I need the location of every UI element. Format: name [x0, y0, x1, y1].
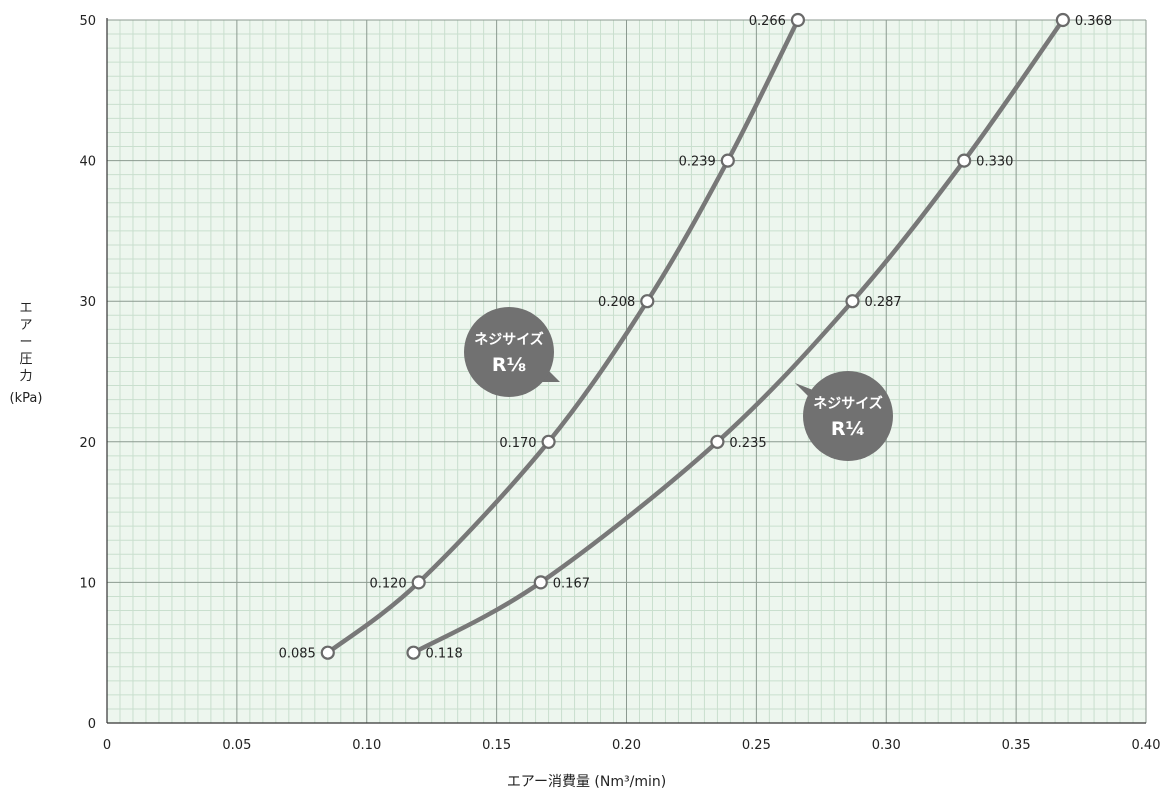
data-point-label: 0.239: [679, 155, 716, 170]
y-axis-title-part: ア: [19, 318, 32, 333]
y-tick-label: 0: [88, 717, 96, 732]
data-point-marker: [411, 575, 426, 590]
x-tick-label: 0.35: [1002, 738, 1031, 753]
y-axis-title-part: 力: [19, 369, 32, 384]
series-r-1-8: 0.085 0.120 0.170 0.208 0.239 0.266: [279, 12, 806, 662]
data-point-marker: [541, 434, 556, 449]
x-tick-label: 0.15: [482, 738, 511, 753]
x-tick-label: 0.25: [742, 738, 771, 753]
callout-line-1: ネジサイズ: [813, 395, 883, 412]
data-point-marker: [320, 645, 335, 660]
data-point-marker: [533, 575, 548, 590]
callout-circle: [464, 307, 554, 397]
data-point-label: 0.235: [729, 436, 766, 451]
x-tick-label: 0.10: [352, 738, 381, 753]
y-tick-label: 40: [79, 155, 96, 170]
data-point-label: 0.266: [749, 14, 786, 29]
y-axis-title-part: (kPa): [10, 391, 43, 406]
data-point-label: 0.208: [598, 295, 635, 310]
data-point-label: 0.287: [864, 295, 901, 310]
x-axis-title: エアー消費量 (Nm³/min): [507, 774, 666, 790]
data-point-marker: [720, 153, 735, 168]
data-point-marker: [640, 294, 655, 309]
y-tick-label: 50: [79, 14, 96, 29]
data-point-marker: [957, 153, 972, 168]
y-tick-label: 10: [79, 576, 96, 591]
x-tick-label: 0.40: [1132, 738, 1161, 753]
data-point-label: 0.085: [279, 647, 316, 662]
y-tick-label: 20: [79, 436, 96, 451]
x-tick-label: 0: [103, 738, 111, 753]
data-point-label: 0.167: [553, 576, 590, 591]
callout-line-2: R¼: [831, 418, 865, 440]
data-point-marker: [845, 294, 860, 309]
series-line: [411, 17, 1066, 655]
series-r-1-4: 0.118 0.167 0.235 0.287 0.330 0.368: [406, 12, 1112, 662]
data-point-label: 0.118: [426, 647, 463, 662]
data-point-marker: [710, 434, 725, 449]
callout-bubble-r-1-4: ネジサイズ R¼: [795, 371, 893, 461]
x-tick-label: 0.05: [222, 738, 251, 753]
data-point-label: 0.120: [369, 576, 406, 591]
data-point-marker: [1055, 12, 1070, 28]
y-tick-label: 30: [79, 295, 96, 310]
y-axis-title-part: 圧: [19, 352, 32, 367]
callout-circle: [803, 371, 893, 461]
x-tick-label: 0.20: [612, 738, 641, 753]
callout-line-2: R⅛: [492, 354, 526, 376]
y-axis-title-part: ー: [19, 335, 32, 350]
callout-line-1: ネジサイズ: [474, 331, 544, 348]
x-tick-label: 0.30: [872, 738, 901, 753]
data-point-label: 0.368: [1075, 14, 1112, 29]
data-point-marker: [790, 12, 806, 28]
callout-bubble-r-1-8: ネジサイズ R⅛: [464, 307, 560, 397]
data-point-label: 0.330: [976, 155, 1013, 170]
y-axis-title-part: エ: [19, 301, 32, 316]
data-point-marker: [406, 645, 421, 660]
data-point-label: 0.170: [499, 436, 536, 451]
